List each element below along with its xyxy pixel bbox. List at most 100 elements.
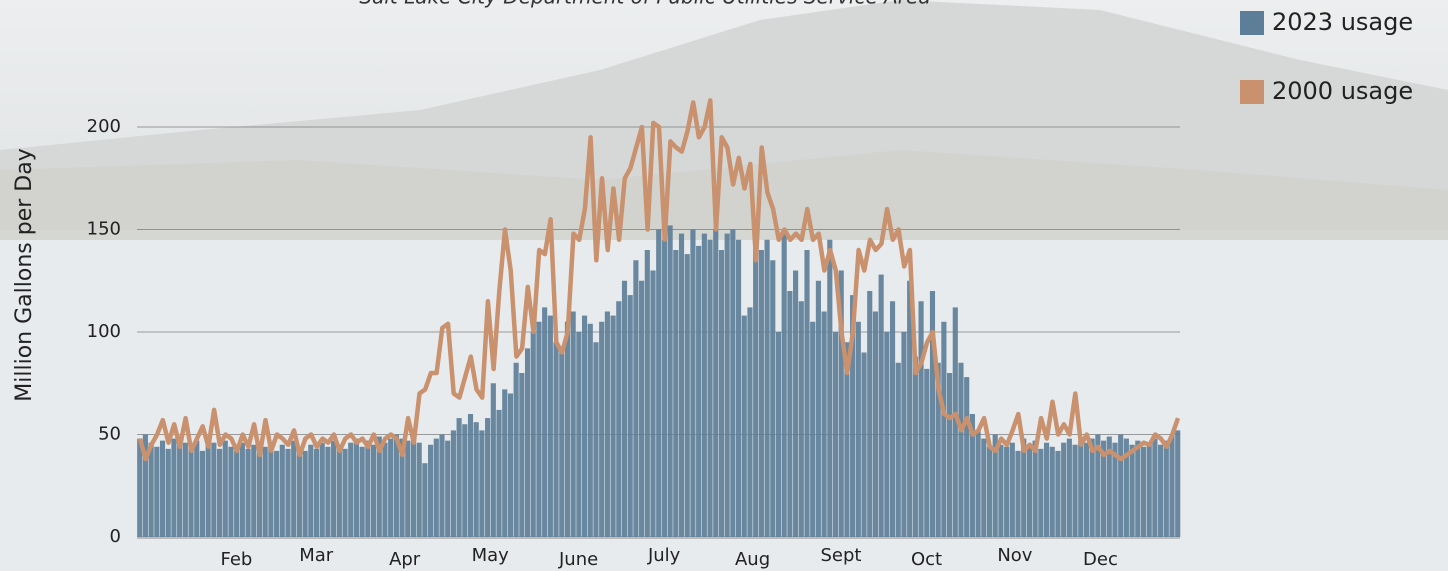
bar (513, 362, 519, 537)
bar (399, 438, 405, 537)
bar (428, 444, 434, 537)
bar (382, 442, 388, 537)
bar (542, 307, 548, 537)
bar (1066, 438, 1072, 537)
bar (296, 446, 302, 537)
bar (1061, 442, 1067, 537)
bar (1021, 438, 1027, 537)
bar (433, 438, 439, 537)
bar (713, 229, 719, 537)
bar (684, 254, 690, 537)
y-tick-label: 100 (87, 321, 121, 342)
bar (907, 280, 913, 537)
bar (234, 450, 240, 537)
bar (1015, 450, 1021, 537)
bar (279, 444, 285, 537)
bar (621, 280, 628, 537)
bar (393, 434, 399, 537)
bar (889, 301, 896, 537)
bar (239, 442, 245, 537)
bar (986, 446, 993, 537)
bar (422, 463, 428, 537)
bar (336, 444, 342, 537)
bar (1152, 438, 1158, 537)
legend-label: 2023 usage (1272, 8, 1413, 36)
bar (1163, 440, 1169, 537)
bar (291, 440, 297, 537)
bar (1146, 442, 1152, 537)
bar (958, 362, 964, 537)
bar (194, 440, 200, 537)
bar (947, 373, 953, 537)
bar (576, 332, 582, 537)
bar (941, 321, 947, 537)
x-tick-label: Aug (735, 549, 770, 570)
bar (502, 389, 508, 537)
bar (855, 321, 861, 537)
bar (878, 274, 884, 537)
bar (199, 450, 206, 537)
bar (867, 291, 873, 537)
legend-swatch (1240, 80, 1264, 104)
bar (496, 409, 502, 537)
bar (485, 418, 491, 537)
bar (353, 438, 360, 537)
bar (182, 442, 188, 537)
bar (656, 229, 662, 537)
bar (251, 444, 257, 537)
x-tick-label: Apr (389, 549, 421, 570)
bar (929, 291, 936, 537)
bar (707, 239, 713, 537)
bar (519, 373, 525, 537)
x-tick-label: Oct (911, 549, 942, 570)
bar (188, 446, 194, 537)
bar (450, 430, 456, 537)
bar (1078, 440, 1084, 537)
bar (992, 434, 998, 537)
bar (222, 440, 228, 537)
x-tick-label: Sept (820, 545, 861, 566)
legend-swatch (1240, 11, 1264, 35)
bar (770, 260, 776, 537)
x-tick-label: May (472, 545, 510, 566)
bar (690, 229, 696, 537)
x-tick-label: July (647, 545, 681, 566)
y-tick-label: 150 (87, 219, 121, 240)
bar (610, 315, 616, 537)
bar (895, 362, 901, 537)
bar (359, 446, 365, 537)
bar (348, 442, 354, 537)
bar (1089, 438, 1095, 537)
bar (650, 270, 656, 537)
bar (850, 295, 856, 537)
bar (661, 239, 667, 537)
line (137, 98, 1181, 462)
bar (1083, 442, 1090, 537)
bar (530, 332, 536, 537)
bar (673, 250, 679, 537)
bar (285, 448, 291, 537)
bar (975, 430, 981, 537)
y-tick-label: 50 (98, 424, 121, 445)
bar (861, 352, 867, 537)
bar (479, 430, 485, 537)
bar (137, 438, 143, 537)
bar (735, 239, 742, 537)
bar (177, 444, 183, 537)
bar (262, 446, 268, 537)
bar (667, 225, 673, 537)
bar (815, 280, 821, 537)
bar (644, 250, 650, 537)
bar (935, 362, 941, 537)
bar (678, 233, 685, 537)
bar (696, 245, 702, 537)
bar (627, 295, 633, 537)
bar (467, 414, 474, 537)
bar (410, 436, 417, 537)
bar (370, 444, 377, 537)
bar (593, 342, 599, 537)
bar (787, 291, 793, 537)
bar (376, 436, 382, 537)
bar (388, 438, 394, 537)
